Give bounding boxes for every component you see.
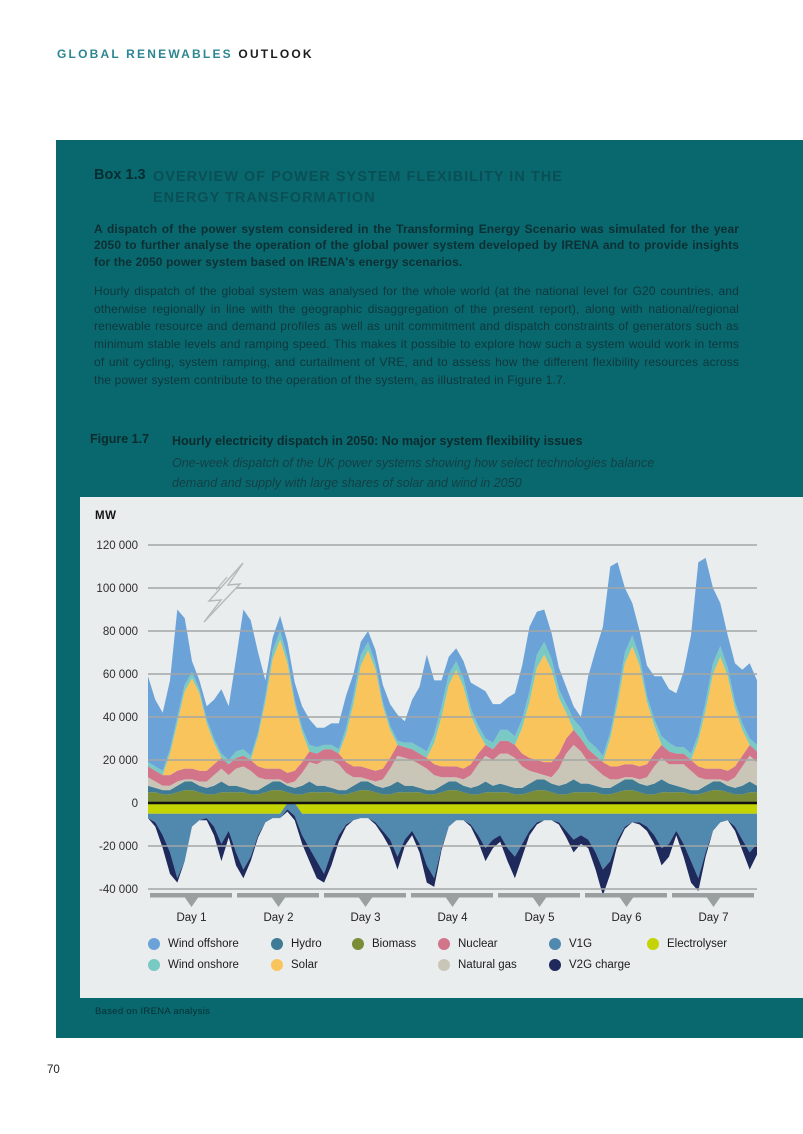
day-axis-bar bbox=[411, 893, 493, 898]
lightning-bolt-inner-line bbox=[215, 576, 228, 591]
day-axis-marker bbox=[358, 897, 373, 907]
series-electrolyser bbox=[148, 803, 757, 814]
series-hydro bbox=[148, 779, 757, 795]
figure-label: Figure 1.7 bbox=[90, 432, 150, 446]
day-axis-bar bbox=[150, 893, 232, 898]
figure-title: Hourly electricity dispatch in 2050: No … bbox=[172, 434, 583, 448]
lead-paragraph: A dispatch of the power system considere… bbox=[94, 222, 739, 269]
day-axis-marker bbox=[184, 897, 199, 907]
y-tick-label: -20 000 bbox=[99, 841, 138, 853]
body-paragraph: Hourly dispatch of the global system was… bbox=[94, 284, 739, 387]
box-title-line2: ENERGY TRANSFORMATION bbox=[153, 190, 376, 206]
y-tick-label: 60 000 bbox=[103, 669, 138, 681]
y-axis-unit-label: MW bbox=[95, 510, 117, 522]
figure-titles: Hourly electricity dispatch in 2050: No … bbox=[172, 432, 702, 493]
header-brand: GLOBAL RENEWABLES bbox=[57, 47, 233, 61]
series-solar bbox=[148, 639, 757, 776]
day-axis-marker bbox=[445, 897, 460, 907]
series-natural-gas bbox=[148, 744, 757, 791]
x-tick-label: Day 4 bbox=[437, 912, 468, 924]
box-title-row: Box 1.3 OVERVIEW OF POWER SYSTEM FLEXIBI… bbox=[94, 167, 753, 209]
series-nuclear bbox=[148, 729, 757, 786]
day-axis-bar bbox=[324, 893, 406, 898]
box-title: OVERVIEW OF POWER SYSTEM FLEXIBILITY IN … bbox=[153, 167, 753, 209]
y-tick-label: -40 000 bbox=[99, 884, 138, 896]
day-axis-marker bbox=[271, 897, 286, 907]
series-v2g-charge bbox=[148, 809, 757, 896]
lightning-bolt-icon bbox=[203, 562, 244, 623]
x-tick-label: Day 1 bbox=[176, 912, 206, 924]
report-header: GLOBAL RENEWABLES OUTLOOK bbox=[57, 47, 314, 61]
series-v1g bbox=[148, 803, 757, 879]
box-title-line1: OVERVIEW OF POWER SYSTEM FLEXIBILITY IN … bbox=[153, 169, 563, 185]
header-title: OUTLOOK bbox=[238, 47, 314, 61]
figure-subtitle: One-week dispatch of the UK power system… bbox=[172, 456, 655, 490]
y-tick-label: 120 000 bbox=[96, 540, 138, 552]
y-tick-label: 100 000 bbox=[96, 583, 138, 595]
page-number: 70 bbox=[47, 1064, 60, 1076]
y-tick-label: 80 000 bbox=[103, 626, 138, 638]
x-tick-label: Day 5 bbox=[524, 912, 554, 924]
dispatch-chart-panel: 120 000 100 000 80 000 60 000 40 000 20 000 0 -… bbox=[80, 497, 803, 998]
day-axis-bar bbox=[585, 893, 667, 898]
day-axis-marker bbox=[619, 897, 634, 907]
dispatch-chart: 120 000 100 000 80 000 60 000 40 000 20 000 0 -… bbox=[96, 540, 757, 924]
box-1-3-panel: Box 1.3 OVERVIEW OF POWER SYSTEM FLEXIBI… bbox=[56, 140, 803, 1038]
x-tick-label: Day 2 bbox=[263, 912, 293, 924]
y-tick-label: 40 000 bbox=[103, 712, 138, 724]
day-axis-bar bbox=[237, 893, 319, 898]
series-biomass bbox=[148, 790, 757, 803]
figure-caption: Figure 1.7 Hourly electricity dispatch i… bbox=[90, 432, 702, 493]
day-axis-marker bbox=[532, 897, 547, 907]
box-label: Box 1.3 bbox=[94, 167, 146, 183]
day-axis-bar bbox=[672, 893, 754, 898]
day-axis-marker bbox=[706, 897, 721, 907]
y-tick-label: 0 bbox=[132, 798, 138, 810]
x-tick-label: Day 6 bbox=[611, 912, 641, 924]
day-axis-bar bbox=[498, 893, 580, 898]
y-tick-label: 20 000 bbox=[103, 755, 138, 767]
x-tick-label: Day 7 bbox=[698, 912, 728, 924]
source-note: Based on IRENA analysis bbox=[95, 1006, 211, 1017]
x-tick-label: Day 3 bbox=[350, 912, 380, 924]
